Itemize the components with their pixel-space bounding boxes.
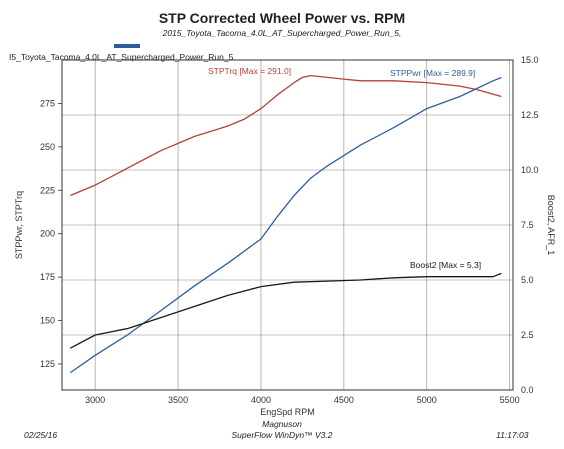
series-line-stptrq	[70, 74, 502, 197]
footer-operator: Magnuson	[262, 419, 302, 429]
label-layer: 0.0 2.5 5.0 7.5 10.0 12.5 15.0 3000 3500 4000 4500…	[14, 55, 556, 417]
series-line-stppwr	[69, 76, 502, 374]
x-tick-label: 5500	[500, 395, 520, 405]
x-tick-label: 5000	[417, 395, 437, 405]
footer-date: 02/25/16	[24, 430, 58, 440]
plot-frame	[61, 59, 514, 391]
y-axis-label: STPPwr, STPTrq	[14, 191, 24, 259]
legend-swatch	[114, 44, 140, 48]
y-tick-label: 250	[40, 142, 55, 152]
y-tick-label: 225	[40, 185, 55, 195]
run-label: I5_Toyota_Tacoma_4.0L_AT_Supercharged_Po…	[9, 52, 234, 62]
y-tick-label: 175	[40, 272, 55, 282]
series-layer	[69, 74, 502, 374]
y-tick-label: 150	[40, 316, 55, 326]
y-tick-label: 125	[40, 359, 55, 369]
x-tick-label: 3500	[168, 395, 188, 405]
y2-tick-label: 10.0	[521, 165, 539, 175]
y2-tick-label: 2.5	[521, 330, 534, 340]
y-tick-label: 200	[40, 229, 55, 239]
x-tick-label: 3000	[85, 395, 105, 405]
y2-tick-label: 15.0	[521, 55, 539, 65]
series-line-boost2	[69, 272, 502, 349]
annotation-stptrq: STPTrq [Max = 291.0]	[208, 66, 291, 76]
grid-layer	[62, 60, 513, 390]
x-tick-label: 4000	[251, 395, 271, 405]
chart-title: STP Corrected Wheel Power vs. RPM	[158, 10, 406, 26]
y2-tick-label: 7.5	[521, 220, 534, 230]
x-tick-label: 4500	[334, 395, 354, 405]
annotation-stppwr: STPPwr [Max = 289.9]	[390, 68, 475, 78]
annotation-boost2: Boost2 [Max = 5.3]	[410, 260, 481, 270]
y2-axis-label: Boost2, AFR_1	[546, 195, 556, 256]
x-axis-label: EngSpd RPM	[260, 407, 315, 417]
y2-tick-label: 0.0	[521, 385, 534, 395]
footer-software: SuperFlow WinDyn™ V3.2	[231, 430, 333, 440]
chart-subtitle: 2015_Toyota_Tacoma_4.0L_AT_Supercharged_…	[162, 28, 402, 38]
y-tick-label: 275	[40, 98, 55, 108]
y2-tick-label: 12.5	[521, 110, 539, 120]
y2-tick-label: 5.0	[521, 275, 534, 285]
footer-time: 11:17:03	[496, 430, 529, 440]
axes-layer	[58, 59, 514, 391]
